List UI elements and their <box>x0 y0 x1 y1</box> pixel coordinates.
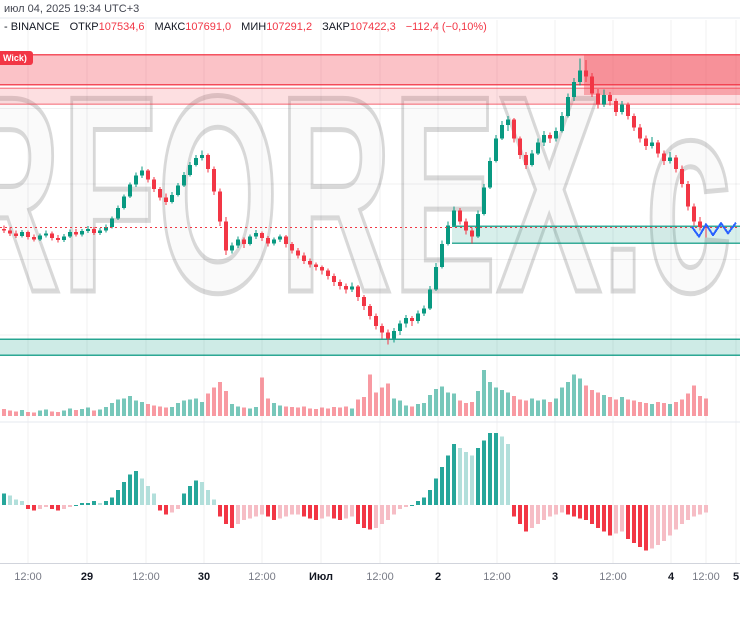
zones-layer <box>0 54 740 356</box>
time-axis-label: 12:00 <box>366 571 394 583</box>
time-axis-label: 12:00 <box>14 571 42 583</box>
ohlc-low: МИН 107291,2 <box>241 21 312 33</box>
ohlc-low-label: МИН <box>241 21 267 33</box>
candles-layer <box>2 58 708 345</box>
symbol-label[interactable]: - BINANCE <box>4 21 60 33</box>
indicator-label-wick[interactable]: Wick) <box>0 51 33 65</box>
ohlc-low-value: 107291,2 <box>266 21 313 33</box>
ohlc-close-label: ЗАКР <box>322 21 350 33</box>
time-axis-label: 4 <box>667 571 675 583</box>
ohlc-high-label: МАКС <box>154 21 186 33</box>
ohlc-change-value: −112,4 (−0,10%) <box>405 21 487 33</box>
time-axis-label: Июл <box>308 571 333 583</box>
ohlc-high: МАКС 107691,0 <box>155 21 232 33</box>
ohlc-open-value: 107534,6 <box>98 21 145 33</box>
macd-layer <box>2 432 708 551</box>
time-axis-label: 30 <box>197 571 211 583</box>
time-axis-label: 3 <box>551 571 559 583</box>
time-axis-label: 12:00 <box>248 571 276 583</box>
time-axis-label: 12:00 <box>132 571 160 583</box>
volume-layer <box>2 370 708 416</box>
time-axis-label: 12:00 <box>483 571 511 583</box>
ohlc-high-value: 107691,0 <box>185 21 232 33</box>
time-axis-label: 5 <box>732 571 740 583</box>
chart-legend-row: - BINANCE ОТКР 107534,6 МАКС 107691,0 МИН 1… <box>4 21 487 33</box>
ohlc-open: ОТКР 107534,6 <box>70 21 145 33</box>
forecast-line <box>691 222 737 238</box>
time-axis[interactable]: 12:00 29 12:00 30 12:00 Июл 12:00 2 12:00 3 12:00 4… <box>0 563 740 598</box>
grid-layer <box>0 17 740 563</box>
chart-header-datetime-row: июл 04, 2025 19:34 UTC+3 <box>4 3 139 15</box>
time-axis-label: 12:00 <box>692 571 720 583</box>
datetime-label: июл 04, 2025 19:34 UTC+3 <box>4 3 140 15</box>
ohlc-close-value: 107422,3 <box>349 21 396 33</box>
time-axis-label: 29 <box>80 571 94 583</box>
ohlc-open-label: ОТКР <box>69 21 99 33</box>
time-axis-label: 12:00 <box>599 571 627 583</box>
chart-canvas[interactable] <box>0 0 740 565</box>
ohlc-close: ЗАКР 107422,3 <box>322 21 396 33</box>
time-axis-label: 2 <box>434 571 442 583</box>
